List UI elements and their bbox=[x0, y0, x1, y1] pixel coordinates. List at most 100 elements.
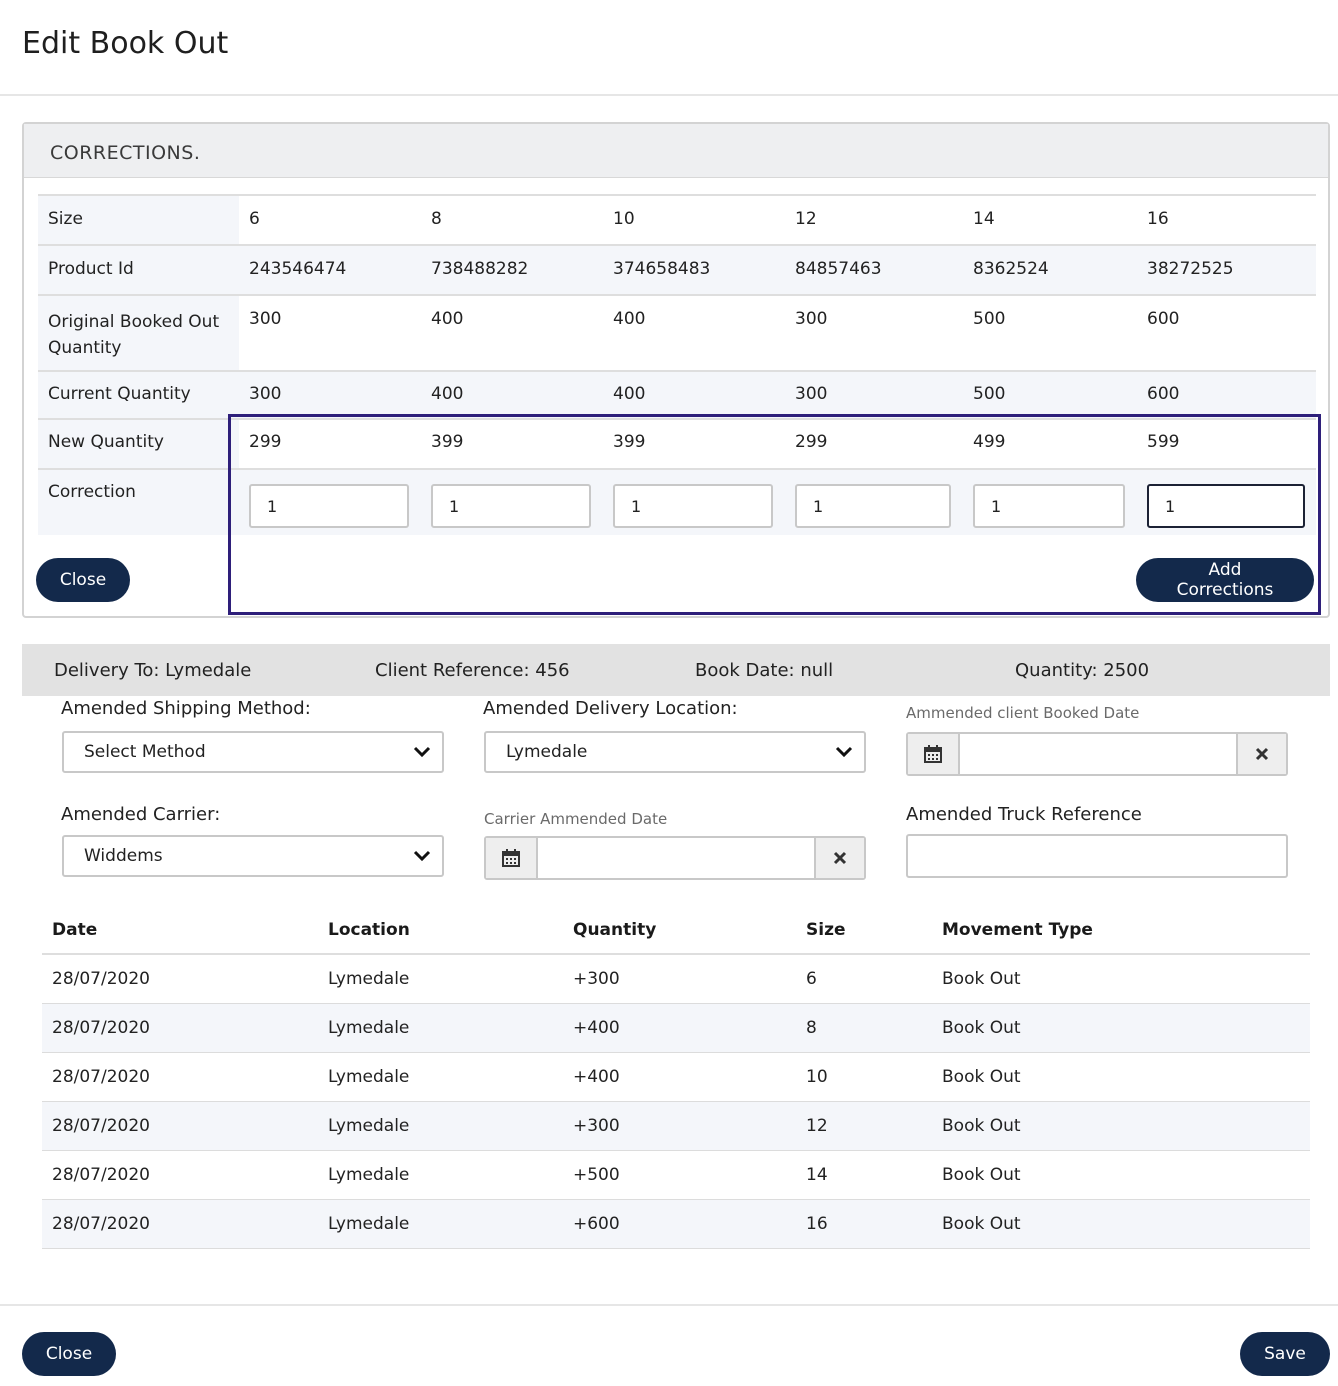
calendar-button[interactable] bbox=[908, 734, 960, 774]
original-quantity-row: Original Booked Out Quantity 300 400 400… bbox=[38, 294, 1316, 371]
date-cell: 28/07/2020 bbox=[42, 1101, 318, 1151]
correction-input[interactable] bbox=[249, 484, 409, 528]
correction-input[interactable] bbox=[795, 484, 951, 528]
current-quantity-cell: 300 bbox=[239, 370, 421, 419]
client-booked-date-input[interactable] bbox=[962, 734, 1238, 774]
size-cell: 14 bbox=[963, 194, 1137, 245]
delivery-location-value: Lymedale bbox=[506, 742, 588, 762]
location-cell: Lymedale bbox=[318, 1199, 563, 1249]
column-header: Location bbox=[318, 906, 563, 955]
quantity-cell: +300 bbox=[563, 954, 796, 1004]
size-row: Size 6 8 10 12 14 16 bbox=[38, 194, 1316, 245]
row-label: Size bbox=[38, 194, 239, 245]
location-cell: Lymedale bbox=[318, 1150, 563, 1200]
size-cell: 16 bbox=[796, 1199, 932, 1249]
table-row: 28/07/2020 Lymedale +400 8 Book Out bbox=[42, 1003, 1310, 1053]
correction-cell bbox=[239, 468, 421, 535]
original-quantity-cell: 600 bbox=[1137, 294, 1316, 371]
column-header: Quantity bbox=[563, 906, 796, 955]
quantity-cell: +500 bbox=[563, 1150, 796, 1200]
correction-input[interactable] bbox=[1147, 484, 1305, 528]
movement-type-cell: Book Out bbox=[932, 1003, 1310, 1053]
column-header: Date bbox=[42, 906, 318, 955]
correction-cell bbox=[603, 468, 785, 535]
product-id-cell: 84857463 bbox=[785, 244, 963, 295]
add-corrections-button[interactable]: Add Corrections bbox=[1136, 558, 1314, 602]
truck-reference-label: Amended Truck Reference bbox=[906, 804, 1142, 825]
size-cell: 10 bbox=[603, 194, 785, 245]
new-quantity-cell: 299 bbox=[785, 418, 963, 469]
row-label: Correction bbox=[38, 468, 239, 535]
movements-table: Date Location Quantity Size Movement Typ… bbox=[42, 906, 1310, 1249]
correction-cell bbox=[963, 468, 1137, 535]
current-quantity-cell: 500 bbox=[963, 370, 1137, 419]
new-quantity-cell: 599 bbox=[1137, 418, 1316, 469]
clear-date-button[interactable] bbox=[814, 838, 864, 878]
row-label: Current Quantity bbox=[38, 370, 239, 419]
footer-close-button[interactable]: Close bbox=[22, 1332, 116, 1376]
carrier-date-label: Carrier Ammended Date bbox=[484, 810, 668, 828]
product-id-cell: 8362524 bbox=[963, 244, 1137, 295]
location-cell: Lymedale bbox=[318, 1101, 563, 1151]
corrections-header: CORRECTIONS. bbox=[24, 124, 1328, 178]
column-header: Size bbox=[796, 906, 932, 955]
calendar-button[interactable] bbox=[486, 838, 538, 878]
row-label: Product Id bbox=[38, 244, 239, 295]
correction-cell bbox=[1137, 468, 1316, 535]
new-quantity-cell: 499 bbox=[963, 418, 1137, 469]
save-button[interactable]: Save bbox=[1240, 1332, 1330, 1376]
product-id-row: Product Id 243546474 738488282 374658483… bbox=[38, 244, 1316, 295]
product-id-cell: 38272525 bbox=[1137, 244, 1316, 295]
shipping-method-label: Amended Shipping Method: bbox=[61, 698, 311, 719]
original-quantity-cell: 400 bbox=[603, 294, 785, 371]
size-cell: 14 bbox=[796, 1150, 932, 1200]
new-quantity-cell: 399 bbox=[603, 418, 785, 469]
size-cell: 8 bbox=[796, 1003, 932, 1053]
corrections-heading: CORRECTIONS. bbox=[50, 142, 201, 164]
truck-reference-input[interactable] bbox=[906, 834, 1288, 878]
delivery-to: Delivery To: Lymedale bbox=[54, 660, 252, 681]
shipping-method-select[interactable]: Select Method bbox=[62, 731, 444, 773]
summary-bar: Delivery To: Lymedale Client Reference: … bbox=[22, 644, 1330, 696]
date-cell: 28/07/2020 bbox=[42, 954, 318, 1004]
size-cell: 10 bbox=[796, 1052, 932, 1102]
new-quantity-cell: 299 bbox=[239, 418, 421, 469]
current-quantity-cell: 300 bbox=[785, 370, 963, 419]
carrier-date-input[interactable] bbox=[540, 838, 816, 878]
delivery-location-label: Amended Delivery Location: bbox=[483, 698, 738, 719]
movement-type-cell: Book Out bbox=[932, 1150, 1310, 1200]
movement-type-cell: Book Out bbox=[932, 954, 1310, 1004]
original-quantity-cell: 500 bbox=[963, 294, 1137, 371]
corrections-close-button[interactable]: Close bbox=[36, 558, 130, 602]
quantity-cell: +600 bbox=[563, 1199, 796, 1249]
table-row: 28/07/2020 Lymedale +500 14 Book Out bbox=[42, 1150, 1310, 1200]
date-cell: 28/07/2020 bbox=[42, 1150, 318, 1200]
quantity-cell: +300 bbox=[563, 1101, 796, 1151]
correction-input[interactable] bbox=[613, 484, 773, 528]
delivery-location-select[interactable]: Lymedale bbox=[484, 731, 866, 773]
correction-input[interactable] bbox=[973, 484, 1125, 528]
carrier-label: Amended Carrier: bbox=[61, 804, 221, 825]
row-label: New Quantity bbox=[38, 418, 239, 469]
location-cell: Lymedale bbox=[318, 1052, 563, 1102]
table-row: 28/07/2020 Lymedale +400 10 Book Out bbox=[42, 1052, 1310, 1102]
table-row: 28/07/2020 Lymedale +600 16 Book Out bbox=[42, 1199, 1310, 1249]
correction-input[interactable] bbox=[431, 484, 591, 528]
original-quantity-cell: 400 bbox=[421, 294, 603, 371]
carrier-select[interactable]: Widdems bbox=[62, 835, 444, 877]
row-label: Original Booked Out Quantity bbox=[38, 294, 239, 371]
size-cell: 6 bbox=[239, 194, 421, 245]
close-icon bbox=[833, 851, 847, 865]
chevron-down-icon bbox=[413, 746, 431, 758]
modal-title: Edit Book Out bbox=[22, 26, 229, 61]
modal-header: Edit Book Out bbox=[0, 0, 1338, 96]
chevron-down-icon bbox=[413, 850, 431, 862]
product-id-cell: 738488282 bbox=[421, 244, 603, 295]
new-quantity-row: New Quantity 299 399 399 299 499 599 bbox=[38, 418, 1316, 469]
clear-date-button[interactable] bbox=[1236, 734, 1286, 774]
product-id-cell: 374658483 bbox=[603, 244, 785, 295]
corrections-panel: CORRECTIONS. Size 6 8 10 12 14 16 Produc… bbox=[22, 122, 1330, 618]
size-cell: 8 bbox=[421, 194, 603, 245]
table-row: 28/07/2020 Lymedale +300 12 Book Out bbox=[42, 1101, 1310, 1151]
date-cell: 28/07/2020 bbox=[42, 1003, 318, 1053]
